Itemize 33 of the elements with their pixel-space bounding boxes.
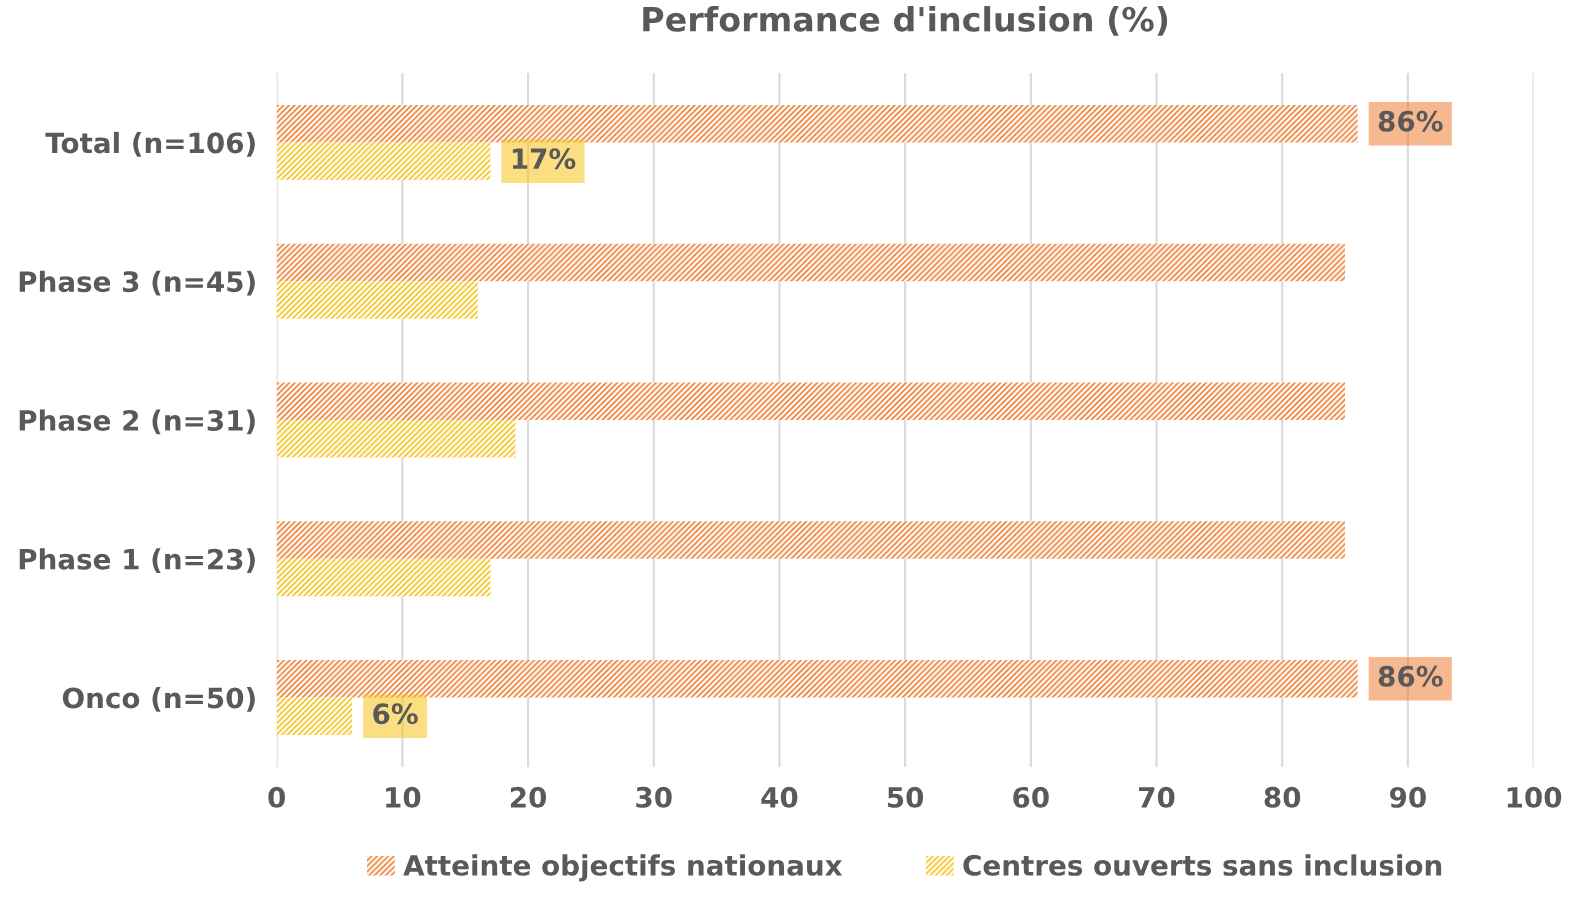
bar [276, 142, 491, 180]
bar [276, 521, 1346, 559]
legend-label: Atteinte objectifs nationaux [403, 854, 843, 882]
x-tick-label: 80 [1264, 786, 1301, 808]
x-tick-label: 90 [1389, 786, 1426, 808]
x-tick-label: 60 [1013, 786, 1049, 808]
y-tick-label: Total (n=106) [45, 131, 255, 157]
data-label: 6% [373, 703, 418, 725]
bar [276, 660, 1358, 698]
x-tick-label: 50 [887, 786, 924, 808]
y-tick-label: Phase 2 (n=31) [19, 409, 255, 435]
data-label: 17% [512, 148, 576, 170]
bar [276, 104, 1358, 143]
y-tick-label: Phase 3 (n=45) [19, 270, 255, 296]
data-label: 86% [1378, 665, 1443, 687]
bar [276, 419, 516, 458]
chart-title: Performance d'inclusion (%) [643, 6, 1168, 36]
x-tick-label: 10 [386, 786, 421, 808]
bar [276, 281, 478, 319]
bar [276, 382, 1346, 420]
y-tick-label: Onco (n=50) [62, 687, 255, 712]
x-tick-label: 70 [1139, 786, 1175, 808]
bar [276, 243, 1346, 282]
bar [276, 697, 353, 735]
bar [276, 558, 491, 597]
x-tick-label: 30 [636, 786, 672, 808]
legend-label: Centres ouverts sans inclusion [963, 854, 1442, 876]
y-tick-label: Phase 1 (n=23) [19, 548, 255, 573]
x-tick-label: 20 [510, 786, 547, 808]
x-tick-label: 100 [1507, 786, 1562, 808]
x-tick-label: 0 [268, 786, 286, 808]
data-label: 86% [1378, 110, 1443, 132]
x-tick-label: 40 [761, 786, 798, 808]
